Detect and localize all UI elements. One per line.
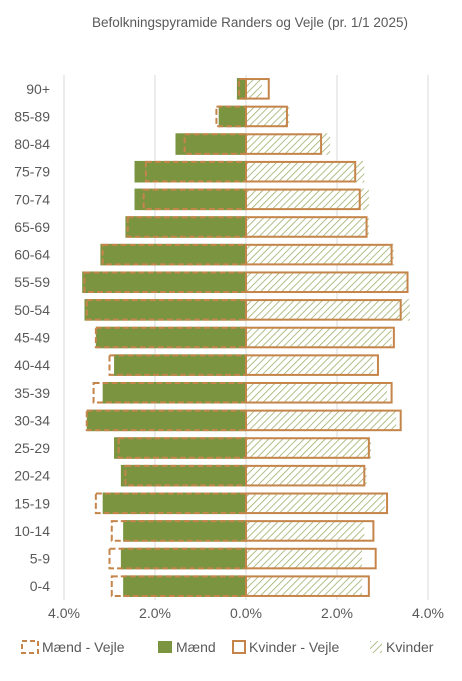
x-tick-label: 2.0% bbox=[139, 605, 171, 621]
bar-kvinder-vejle bbox=[245, 520, 375, 542]
legend-swatch bbox=[370, 641, 382, 653]
bar-kvinder-vejle bbox=[245, 78, 270, 100]
y-category-label: 50-54 bbox=[14, 302, 50, 318]
bar-kvinder-vejle bbox=[245, 437, 370, 459]
y-category-label: 90+ bbox=[26, 81, 50, 97]
bar-maend-vejle bbox=[94, 492, 247, 515]
bar-maend bbox=[218, 105, 246, 128]
bar-maend-vejle bbox=[238, 78, 248, 100]
bar-kvinder bbox=[246, 133, 331, 155]
legend-label: Kvinder - Vejle bbox=[249, 639, 339, 655]
y-category-label: 0-4 bbox=[30, 578, 50, 594]
bar-kvinder-vejle bbox=[245, 216, 368, 238]
bar-kvinder-vejle bbox=[245, 105, 288, 128]
bar-kvinder-vejle bbox=[245, 243, 393, 266]
bar-kvinder-vejle bbox=[245, 492, 389, 515]
bar-kvinder bbox=[246, 354, 374, 376]
chart-title: Befolkningspyramide Randers og Vejle (pr… bbox=[92, 15, 408, 30]
bar-maend bbox=[102, 492, 246, 515]
y-category-label: 5-9 bbox=[30, 551, 50, 567]
y-category-label: 20-24 bbox=[14, 468, 50, 484]
bar-kvinder bbox=[246, 492, 385, 515]
bar-kvinder-vejle bbox=[245, 188, 361, 211]
bar-kvinder bbox=[246, 243, 394, 266]
bar-maend bbox=[123, 575, 246, 597]
bar-kvinder bbox=[246, 271, 408, 294]
bar-maend bbox=[95, 326, 246, 349]
bar-kvinder bbox=[246, 520, 365, 542]
bar-kvinder-vejle bbox=[245, 133, 323, 155]
y-category-label: 85-89 bbox=[14, 108, 50, 124]
bar-kvinder bbox=[246, 78, 262, 100]
bar-kvinder bbox=[246, 437, 372, 459]
bar-maend bbox=[134, 160, 246, 183]
y-category-label: 40-44 bbox=[14, 357, 50, 373]
bar-kvinder-vejle bbox=[245, 160, 357, 183]
bar-maend bbox=[125, 216, 246, 238]
legend-swatch bbox=[232, 640, 246, 654]
x-tick-label: 4.0% bbox=[48, 605, 80, 621]
bar-kvinder bbox=[246, 188, 369, 211]
bar-maend bbox=[82, 271, 246, 294]
legend-label: Mænd bbox=[176, 639, 216, 655]
bar-kvinder-vejle bbox=[245, 547, 377, 570]
y-category-label: 10-14 bbox=[14, 523, 50, 539]
bar-kvinder-vejle bbox=[245, 575, 370, 597]
y-category-label: 80-84 bbox=[14, 136, 50, 152]
y-category-label: 25-29 bbox=[14, 440, 50, 456]
bar-kvinder-vejle bbox=[245, 464, 366, 487]
y-category-label: 65-69 bbox=[14, 219, 50, 235]
y-category-label: 35-39 bbox=[14, 385, 50, 401]
bar-maend bbox=[236, 78, 246, 100]
bar-kvinder bbox=[246, 160, 365, 183]
bar-maend-vejle bbox=[85, 409, 247, 432]
y-category-label: 15-19 bbox=[14, 495, 50, 511]
y-category-label: 60-64 bbox=[14, 247, 50, 263]
bar-maend bbox=[120, 547, 246, 570]
legend-label: Kvinder bbox=[386, 639, 434, 655]
bar-kvinder-vejle bbox=[245, 299, 402, 321]
y-category-label: 70-74 bbox=[14, 191, 50, 207]
bar-maend-vejle bbox=[183, 133, 247, 155]
y-category-label: 30-34 bbox=[14, 412, 50, 428]
x-tick-label: 0.0% bbox=[230, 605, 262, 621]
bar-maend bbox=[102, 381, 246, 404]
bar-maend bbox=[123, 520, 246, 542]
bar-kvinder bbox=[246, 299, 410, 321]
bar-maend bbox=[134, 188, 246, 211]
x-tick-label: 2.0% bbox=[321, 605, 353, 621]
bar-kvinder-vejle bbox=[245, 354, 379, 376]
bar-maend bbox=[86, 409, 246, 432]
bar-kvinder bbox=[246, 216, 369, 238]
bar-maend bbox=[100, 243, 247, 266]
bar-maend-vejle bbox=[94, 326, 247, 349]
y-category-label: 75-79 bbox=[14, 164, 50, 180]
bar-kvinder-vejle bbox=[245, 326, 395, 349]
y-category-label: 55-59 bbox=[14, 274, 50, 290]
bar-maend bbox=[114, 437, 246, 459]
legend-swatch bbox=[158, 641, 172, 653]
bar-kvinder-vejle bbox=[245, 381, 393, 404]
bar-kvinder bbox=[246, 105, 290, 128]
bar-maend-vejle bbox=[85, 299, 247, 321]
bar-kvinder bbox=[246, 326, 392, 349]
bar-kvinder bbox=[246, 547, 363, 570]
legend-label: Mænd - Vejle bbox=[42, 639, 125, 655]
bar-maend bbox=[114, 354, 246, 376]
bar-maend bbox=[84, 299, 246, 321]
bar-kvinder bbox=[246, 575, 363, 597]
bar-kvinder bbox=[246, 381, 388, 404]
x-tick-label: 4.0% bbox=[412, 605, 444, 621]
bar-kvinder bbox=[246, 409, 397, 432]
bar-maend bbox=[120, 464, 246, 487]
bar-kvinder bbox=[246, 464, 367, 487]
y-category-label: 45-49 bbox=[14, 330, 50, 346]
legend-swatch bbox=[21, 640, 39, 654]
bar-maend bbox=[175, 133, 246, 155]
bar-kvinder-vejle bbox=[245, 409, 402, 432]
bar-kvinder-vejle bbox=[245, 271, 409, 294]
